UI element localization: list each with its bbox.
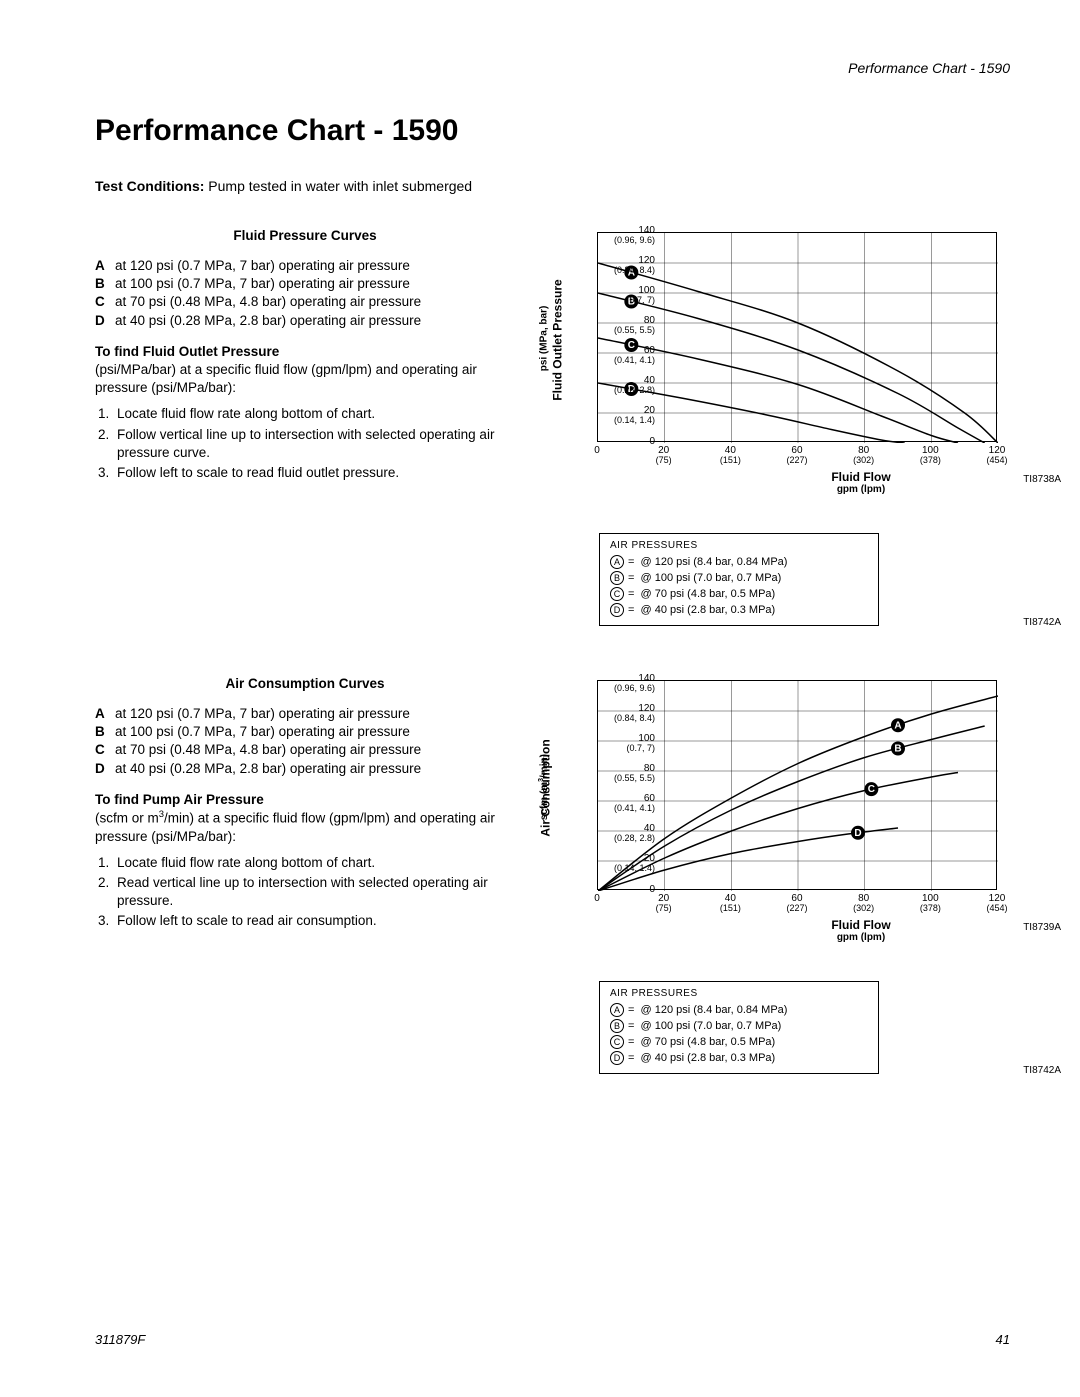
- find-fluid-pressure-heading: To find Fluid Outlet Pressure: [95, 344, 515, 359]
- find-fluid-pressure-desc: (psi/MPa/bar) at a specific fluid flow (…: [95, 361, 515, 397]
- find-air-pressure-desc: (scfm or m3/min) at a specific fluid flo…: [95, 809, 515, 846]
- curve-legend-1: Aat 120 psi (0.7 MPa, 7 bar) operating a…: [95, 257, 515, 330]
- test-conditions: Test Conditions: Pump tested in water wi…: [95, 178, 1010, 194]
- air-pressure-legend-box-2: AIR PRESSURESA= @ 120 psi (8.4 bar, 0.84…: [599, 981, 879, 1074]
- find-air-pressure-heading: To find Pump Air Pressure: [95, 792, 515, 807]
- svg-text:A: A: [894, 720, 901, 731]
- svg-text:C: C: [868, 784, 875, 795]
- fluid-pressure-title: Fluid Pressure Curves: [95, 228, 515, 243]
- fluid-pressure-chart: Fluid Outlet Pressurepsi (MPa, bar)ABCD0…: [533, 228, 1061, 495]
- svg-text:D: D: [854, 828, 861, 839]
- find-air-pressure-steps: Locate fluid flow rate along bottom of c…: [95, 854, 515, 931]
- page-title: Performance Chart - 1590: [95, 114, 1010, 148]
- air-consumption-chart: Air Consumptionscfm (m3/min)ABCD020(0.14…: [533, 676, 1061, 943]
- footer-page-num: 41: [996, 1332, 1010, 1347]
- footer-doc-id: 311879F: [95, 1332, 145, 1347]
- curve-legend-2: Aat 120 psi (0.7 MPa, 7 bar) operating a…: [95, 705, 515, 778]
- legend-ref-1: TI8742A: [1023, 617, 1061, 628]
- svg-text:B: B: [894, 744, 901, 755]
- find-fluid-pressure-steps: Locate fluid flow rate along bottom of c…: [95, 405, 515, 482]
- air-consumption-title: Air Consumption Curves: [95, 676, 515, 691]
- header-ref: Performance Chart - 1590: [95, 60, 1010, 76]
- air-pressure-legend-box-1: AIR PRESSURESA= @ 120 psi (8.4 bar, 0.84…: [599, 533, 879, 626]
- legend-ref-2: TI8742A: [1023, 1065, 1061, 1076]
